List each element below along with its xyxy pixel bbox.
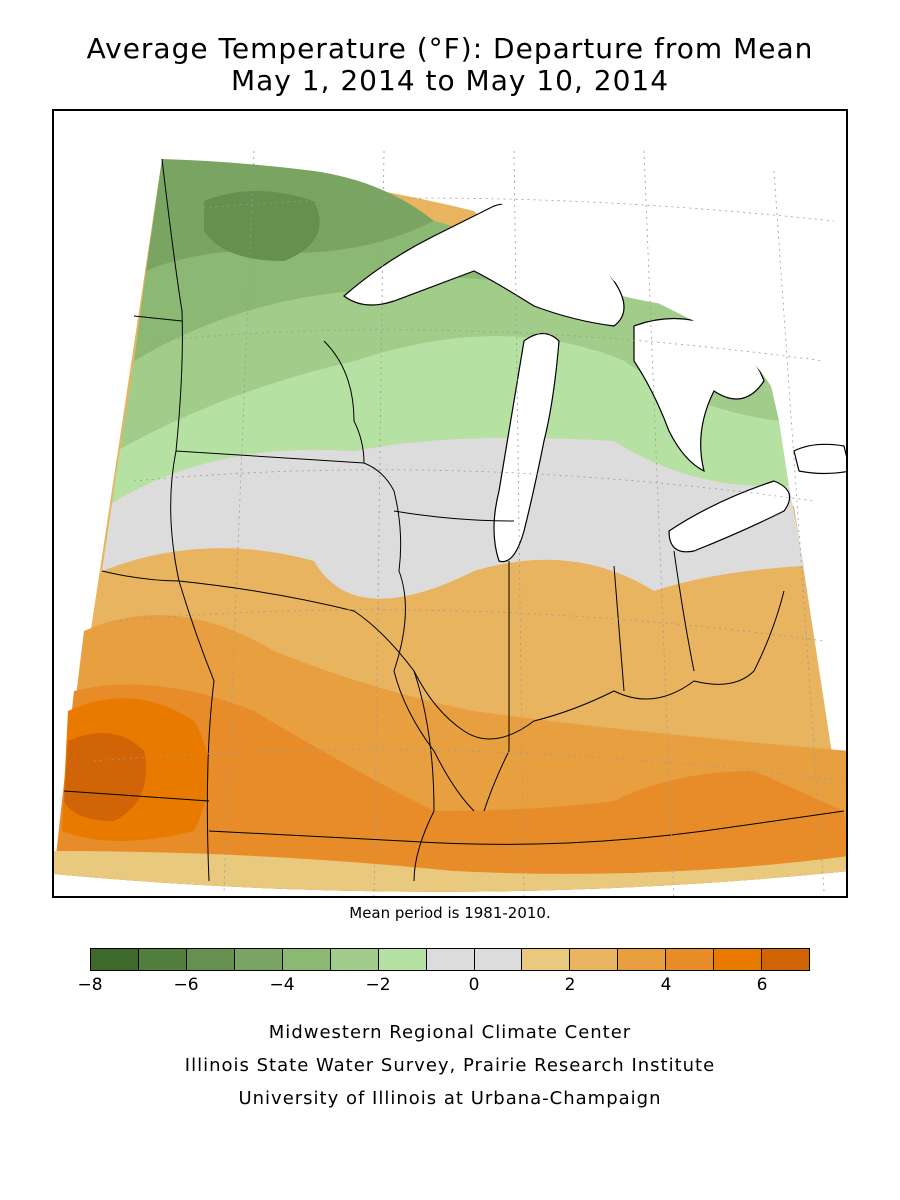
legend-swatch (91, 949, 139, 970)
legend-tick-label: 2 (564, 975, 576, 995)
legend-tick-label: −2 (365, 975, 391, 995)
lake-superior (343, 202, 625, 327)
legend-tick-label: −6 (173, 975, 199, 995)
mean-period-note: Mean period is 1981-2010. (349, 904, 551, 922)
legend-swatch (762, 949, 810, 970)
legend-tick-label: −8 (77, 975, 103, 995)
legend-swatch (282, 949, 331, 970)
band-cool-1 (112, 336, 789, 503)
legend-swatch (474, 949, 523, 970)
legend-tick-label: −4 (269, 975, 295, 995)
credit-line-3: University of Illinois at Urbana-Champai… (238, 1088, 662, 1109)
state-borders (63, 158, 845, 882)
legend-tick-label: 6 (756, 975, 768, 995)
legend-swatch (378, 949, 427, 970)
legend-swatch (522, 949, 571, 970)
band-warm-5 (64, 733, 146, 821)
color-scale-legend (90, 948, 810, 971)
lake-ontario-edge (793, 443, 846, 475)
legend-swatch (138, 949, 187, 970)
legend-swatch (618, 949, 667, 970)
credit-line-1: Midwestern Regional Climate Center (268, 1022, 632, 1043)
cool-core-minnesota (204, 191, 320, 261)
legend-swatch (570, 949, 619, 970)
temperature-departure-map (54, 111, 846, 896)
legend-tick-label: 4 (660, 975, 672, 995)
legend-swatch (426, 949, 475, 970)
band-warm-3 (54, 684, 846, 892)
legend-swatch (234, 949, 283, 970)
credit-line-2: Illinois State Water Survey, Prairie Res… (184, 1055, 716, 1076)
lake-michigan (493, 332, 560, 563)
legend-tick-label: 0 (468, 975, 480, 995)
band-warm-south-fringe (54, 851, 846, 892)
graticule (93, 150, 845, 896)
legend-swatch (186, 949, 235, 970)
canada-unshaded (54, 111, 846, 438)
lake-erie (668, 480, 791, 553)
map-panel (52, 109, 848, 898)
legend-swatch (666, 949, 715, 970)
map-title: Average Temperature (°F): Departure from… (86, 32, 814, 65)
map-date-range: May 1, 2014 to May 10, 2014 (230, 64, 670, 97)
legend-swatch (330, 949, 379, 970)
legend-swatch (714, 949, 763, 970)
